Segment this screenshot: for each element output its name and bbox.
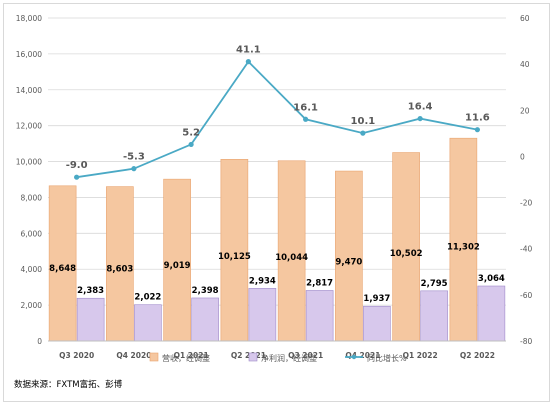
net-profit-data-label: 2,022	[134, 293, 161, 303]
growth-data-label: 41.1	[236, 45, 261, 56]
growth-point	[74, 174, 80, 180]
y-left-tick-label: 10,000	[16, 158, 42, 167]
y-left-tick-label: 16,000	[16, 50, 42, 59]
revenue-bar	[277, 160, 306, 342]
y-left-tick-label: 4,000	[21, 265, 43, 274]
y-right-tick-label: -60	[520, 291, 532, 300]
net-profit-bar	[191, 297, 219, 342]
y-right-tick-label: -20	[520, 199, 532, 208]
revenue-bar	[449, 137, 478, 342]
legend-swatch-revenue	[149, 352, 159, 362]
revenue-data-label: 9,470	[335, 258, 362, 268]
revenue-data-label: 8,648	[49, 264, 76, 274]
y-right-tick-label: 60	[520, 14, 530, 23]
revenue-data-label: 10,125	[218, 252, 251, 262]
y-right-tick-label: -80	[520, 337, 532, 346]
net-profit-bar	[134, 304, 162, 342]
growth-data-label: 5.2	[182, 127, 200, 138]
net-profit-data-label: 2,934	[249, 276, 276, 286]
growth-data-label: 16.1	[293, 102, 318, 113]
revenue-bar	[163, 178, 191, 342]
growth-data-label: 16.4	[408, 102, 433, 113]
revenue-bar	[220, 159, 249, 342]
x-tick-label: Q1 2021	[174, 351, 209, 360]
growth-data-label: 10.1	[351, 116, 376, 127]
net-profit-bar	[76, 297, 105, 342]
growth-point	[360, 130, 366, 136]
y-right-tick-label: 0	[520, 152, 525, 161]
y-right-tick-label: -40	[520, 245, 532, 254]
growth-data-label: -9.0	[66, 160, 88, 171]
growth-point	[188, 141, 194, 148]
y-right-tick-label: 20	[520, 106, 530, 115]
growth-point	[417, 115, 423, 122]
legend-label: 同比增长%	[367, 353, 407, 363]
y-left-tick-label: 8,000	[21, 193, 43, 202]
y-left-tick-label: 18,000	[16, 14, 42, 23]
growth-line	[76, 60, 478, 179]
revenue-bar	[106, 186, 134, 342]
legend-label: 净利润，经调整	[261, 353, 317, 363]
net-profit-bar	[248, 288, 277, 342]
y-left-tick-label: 6,000	[21, 229, 43, 238]
net-profit-data-label: 3,064	[478, 274, 505, 284]
y-left-tick-label: 14,000	[16, 86, 42, 95]
revenue-data-label: 11,302	[447, 243, 480, 253]
net-profit-data-label: 2,398	[192, 286, 219, 296]
legend-label: 营收，经调整	[162, 353, 210, 363]
net-profit-bar	[363, 305, 391, 342]
net-profit-bar	[477, 285, 506, 342]
revenue-data-label: 9,019	[164, 261, 191, 271]
revenue-data-label: 8,603	[106, 265, 133, 275]
growth-point	[474, 127, 480, 133]
net-profit-data-label: 2,795	[421, 279, 448, 289]
growth-point	[245, 59, 251, 65]
revenue-data-label: 10,502	[390, 249, 423, 259]
x-tick-label: Q3 2021	[288, 351, 323, 360]
chart-svg: 0 2,000 4,000 6,000 8,000 10,000 12,000 14,000 1…	[16, 14, 533, 363]
growth-data-label: -5.3	[123, 152, 145, 163]
growth-data-label: 11.6	[465, 113, 490, 124]
x-tick-label: Q4 2020	[116, 351, 151, 360]
revenue-bar	[335, 170, 363, 342]
y-left-tick-label: 2,000	[21, 301, 43, 310]
net-profit-data-label: 1,937	[363, 294, 390, 304]
legend-swatch-net-profit	[248, 352, 258, 362]
x-tick-label: Q2 2022	[460, 351, 495, 360]
y-left-tick-label: 12,000	[16, 122, 42, 131]
chart-frame: 0 2,000 4,000 6,000 8,000 10,000 12,000 14,000 1…	[3, 3, 550, 402]
x-tick-label: Q3 2020	[59, 351, 94, 360]
y-right-tick-label: 40	[520, 60, 530, 69]
growth-point	[303, 116, 309, 122]
growth-point	[131, 166, 137, 172]
x-tick-label: Q1 2022	[403, 351, 438, 360]
x-tick-label: Q4 2021	[345, 351, 380, 360]
data-source-note: 数据来源：FXTM富拓、彭博	[14, 380, 123, 390]
revenue-bar	[48, 185, 77, 342]
x-tick-label: Q2 2021	[231, 351, 266, 360]
revenue-bar	[392, 152, 420, 342]
legend-swatch-growth-marker	[351, 354, 357, 360]
net-profit-bar	[420, 290, 448, 342]
revenue-data-label: 10,044	[275, 253, 308, 263]
net-profit-data-label: 2,817	[306, 278, 333, 288]
y-left-tick-label: 0	[37, 337, 42, 346]
net-profit-data-label: 2,383	[77, 286, 104, 296]
net-profit-bar	[305, 290, 334, 342]
